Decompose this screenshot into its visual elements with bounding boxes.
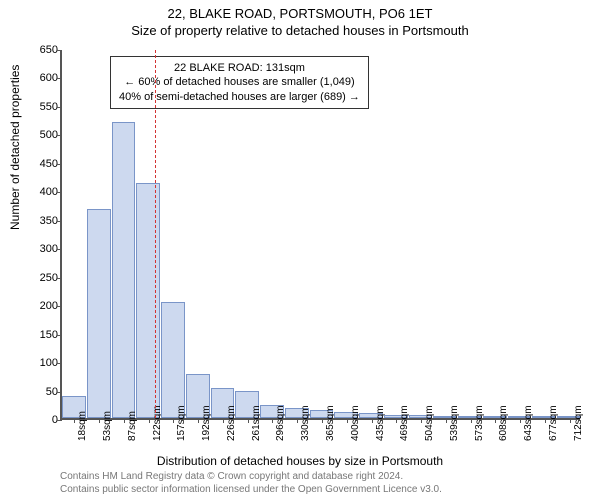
y-tick-mark <box>57 221 62 222</box>
y-tick-mark <box>57 107 62 108</box>
x-tick-mark <box>347 418 348 423</box>
x-tick-label: 469sqm <box>399 405 410 441</box>
x-tick-mark <box>396 418 397 423</box>
y-tick-mark <box>57 335 62 336</box>
title-block: 22, BLAKE ROAD, PORTSMOUTH, PO6 1ET Size… <box>0 0 600 38</box>
address-title: 22, BLAKE ROAD, PORTSMOUTH, PO6 1ET <box>0 6 600 21</box>
y-tick-mark <box>57 278 62 279</box>
y-tick-label: 150 <box>22 329 58 341</box>
x-tick-label: 504sqm <box>424 405 435 441</box>
plot-region: 22 BLAKE ROAD: 131sqm ← 60% of detached … <box>60 50 580 420</box>
x-tick-mark <box>223 418 224 423</box>
chart-area: 22 BLAKE ROAD: 131sqm ← 60% of detached … <box>60 50 580 420</box>
histogram-bar <box>87 209 111 418</box>
x-tick-mark <box>297 418 298 423</box>
y-tick-label: 650 <box>22 44 58 56</box>
property-marker-line <box>155 50 156 418</box>
x-tick-mark <box>446 418 447 423</box>
histogram-bar <box>161 302 185 418</box>
y-tick-mark <box>57 135 62 136</box>
y-tick-label: 200 <box>22 300 58 312</box>
y-tick-label: 0 <box>22 414 58 426</box>
footnote: Contains HM Land Registry data © Crown c… <box>60 471 442 496</box>
y-tick-label: 500 <box>22 129 58 141</box>
x-tick-mark <box>248 418 249 423</box>
x-tick-mark <box>495 418 496 423</box>
subtitle: Size of property relative to detached ho… <box>0 23 600 38</box>
footnote-line1: Contains HM Land Registry data © Crown c… <box>60 471 442 484</box>
x-tick-mark <box>124 418 125 423</box>
x-tick-label: 643sqm <box>523 405 534 441</box>
histogram-bar <box>112 122 136 418</box>
x-tick-mark <box>545 418 546 423</box>
y-tick-label: 300 <box>22 243 58 255</box>
y-tick-mark <box>57 392 62 393</box>
y-tick-mark <box>57 192 62 193</box>
histogram-bar <box>136 183 160 418</box>
x-tick-mark <box>74 418 75 423</box>
x-tick-label: 539sqm <box>449 405 460 441</box>
y-tick-label: 550 <box>22 101 58 113</box>
x-tick-mark <box>421 418 422 423</box>
x-tick-label: 435sqm <box>375 405 386 441</box>
x-tick-label: 677sqm <box>548 405 559 441</box>
y-tick-label: 400 <box>22 186 58 198</box>
x-tick-label: 608sqm <box>498 405 509 441</box>
y-axis-label: Number of detached properties <box>8 65 22 230</box>
x-tick-mark <box>198 418 199 423</box>
x-tick-mark <box>99 418 100 423</box>
y-tick-label: 350 <box>22 215 58 227</box>
y-tick-mark <box>57 306 62 307</box>
y-tick-mark <box>57 78 62 79</box>
x-tick-label: 712sqm <box>573 405 584 441</box>
x-tick-mark <box>471 418 472 423</box>
x-tick-mark <box>149 418 150 423</box>
y-tick-mark <box>57 363 62 364</box>
y-tick-label: 450 <box>22 158 58 170</box>
chart-container: 22, BLAKE ROAD, PORTSMOUTH, PO6 1ET Size… <box>0 0 600 500</box>
y-tick-label: 100 <box>22 357 58 369</box>
y-tick-mark <box>57 420 62 421</box>
x-axis-label: Distribution of detached houses by size … <box>0 454 600 468</box>
y-tick-label: 250 <box>22 272 58 284</box>
x-tick-mark <box>520 418 521 423</box>
y-tick-mark <box>57 249 62 250</box>
y-tick-label: 600 <box>22 72 58 84</box>
x-tick-mark <box>272 418 273 423</box>
x-tick-mark <box>570 418 571 423</box>
marker-callout: 22 BLAKE ROAD: 131sqm ← 60% of detached … <box>110 56 369 109</box>
x-tick-label: 400sqm <box>350 405 361 441</box>
y-tick-mark <box>57 50 62 51</box>
x-tick-mark <box>372 418 373 423</box>
x-tick-label: 365sqm <box>325 405 336 441</box>
x-tick-mark <box>173 418 174 423</box>
y-tick-label: 50 <box>22 386 58 398</box>
x-tick-mark <box>322 418 323 423</box>
x-tick-label: 573sqm <box>474 405 485 441</box>
y-tick-mark <box>57 164 62 165</box>
footnote-line2: Contains public sector information licen… <box>60 484 442 497</box>
